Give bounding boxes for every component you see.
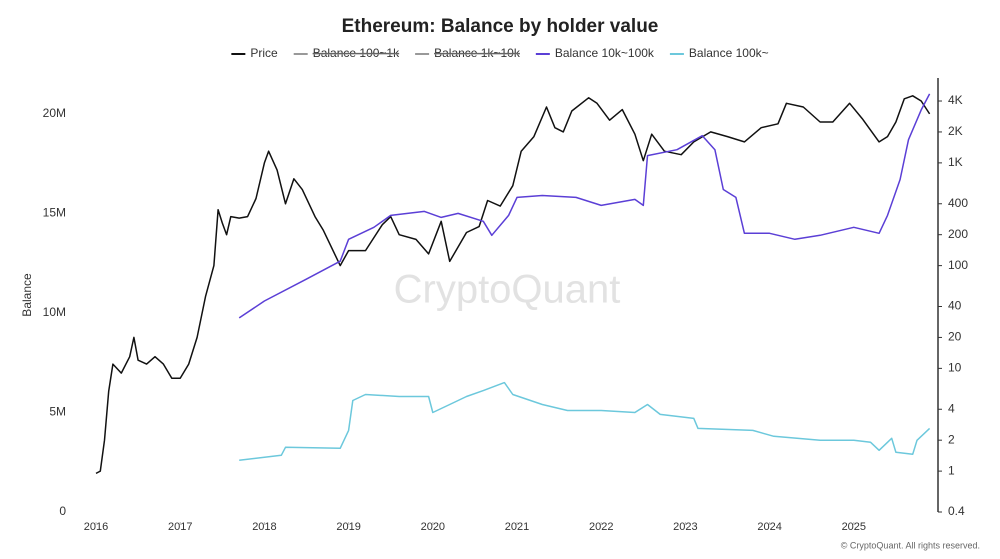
y2-tick-label: 1 [948,463,955,477]
y2-tick-label: 4 [948,401,955,415]
x-tick-label: 2016 [84,521,108,533]
y2-tick-label: 20 [948,330,962,344]
legend-label: Balance 10k~100k [555,46,655,60]
y-axis-label: Balance [20,273,34,317]
y2-tick-label: 0.4 [948,504,965,518]
y-tick-label: 10M [43,305,66,319]
y2-tick-label: 400 [948,196,968,210]
y-tick-label: 20M [43,106,66,120]
y2-tick-label: 4K [948,93,963,107]
y-tick-label: 15M [43,206,66,220]
legend-label: Balance 100~1k [313,46,400,60]
series-line [238,93,931,319]
source: © CryptoQuant. All rights reserved. [841,540,980,550]
x-tick-label: 2020 [421,521,445,533]
y2-tick-label: 1K [948,155,963,169]
x-tick-label: 2023 [673,521,697,533]
y2-tick-label: 100 [948,258,968,272]
x-tick-label: 2025 [842,521,866,533]
x-tick-label: 2024 [757,521,781,533]
x-tick-label: 2022 [589,521,613,533]
series-line [239,381,931,461]
y-tick-label: 0 [59,504,66,518]
y2-tick-label: 2 [948,432,955,446]
y-tick-label: 5M [49,405,66,419]
legend-label: Balance 100k~ [689,46,769,60]
x-tick-label: 2019 [336,521,360,533]
x-tick-label: 2021 [505,521,529,533]
legend-label: Price [250,46,278,60]
x-tick-label: 2017 [168,521,192,533]
x-tick-label: 2018 [252,521,276,533]
y2-tick-label: 10 [948,361,962,375]
legend-label: Balance 1k~10k [434,46,521,60]
legend: Price Balance 100~1k Balance 1k~10k Balance… [231,46,769,60]
y2-tick-label: 40 [948,299,962,313]
chart-title: Ethereum: Balance by holder value [342,16,659,37]
y2-tick-label: 2K [948,124,963,138]
y2-tick-label: 200 [948,227,968,241]
watermark: CryptoQuant [394,268,621,312]
series-line [95,95,931,475]
